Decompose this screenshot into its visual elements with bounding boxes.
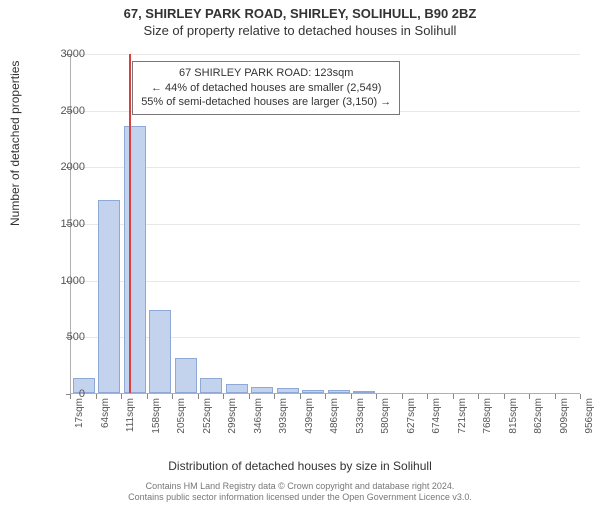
chart-title-main: 67, SHIRLEY PARK ROAD, SHIRLEY, SOLIHULL… bbox=[0, 6, 600, 21]
xtick-mark bbox=[96, 394, 97, 399]
grid-line bbox=[71, 167, 580, 168]
histogram-bar bbox=[277, 388, 299, 393]
xtick-label: 862sqm bbox=[533, 398, 544, 434]
histogram-bar bbox=[251, 387, 273, 393]
plot-area: 67 SHIRLEY PARK ROAD: 123sqm← 44% of det… bbox=[70, 54, 580, 394]
ytick-label: 2000 bbox=[45, 161, 85, 173]
annotation-line: 55% of semi-detached houses are larger (… bbox=[141, 95, 391, 110]
ytick-label: 3000 bbox=[45, 48, 85, 60]
xtick-label: 956sqm bbox=[584, 398, 595, 434]
xtick-label: 486sqm bbox=[329, 398, 340, 434]
footnote-line: Contains public sector information licen… bbox=[20, 492, 580, 503]
xtick-label: 64sqm bbox=[100, 398, 111, 428]
grid-line bbox=[71, 224, 580, 225]
xtick-mark bbox=[223, 394, 224, 399]
histogram-bar bbox=[149, 310, 171, 393]
xtick-label: 627sqm bbox=[406, 398, 417, 434]
xtick-label: 393sqm bbox=[278, 398, 289, 434]
grid-line bbox=[71, 281, 580, 282]
xtick-label: 721sqm bbox=[457, 398, 468, 434]
chart-title-sub: Size of property relative to detached ho… bbox=[0, 23, 600, 38]
xtick-mark bbox=[198, 394, 199, 399]
xtick-label: 299sqm bbox=[227, 398, 238, 434]
xtick-label: 533sqm bbox=[355, 398, 366, 434]
histogram-bar bbox=[98, 200, 120, 393]
xtick-label: 205sqm bbox=[176, 398, 187, 434]
xtick-label: 346sqm bbox=[253, 398, 264, 434]
annotation-box: 67 SHIRLEY PARK ROAD: 123sqm← 44% of det… bbox=[132, 61, 400, 116]
histogram-bar bbox=[328, 390, 350, 393]
histogram-bar bbox=[200, 378, 222, 393]
xtick-label: 111sqm bbox=[125, 398, 136, 432]
ytick-label: 2500 bbox=[45, 105, 85, 117]
xtick-mark bbox=[427, 394, 428, 399]
annotation-line: ← 44% of detached houses are smaller (2,… bbox=[141, 81, 391, 96]
footnote-line: Contains HM Land Registry data © Crown c… bbox=[20, 481, 580, 492]
xtick-label: 768sqm bbox=[482, 398, 493, 434]
chart-container: 67, SHIRLEY PARK ROAD, SHIRLEY, SOLIHULL… bbox=[0, 6, 600, 506]
xtick-mark bbox=[249, 394, 250, 399]
xtick-mark bbox=[274, 394, 275, 399]
xtick-mark bbox=[478, 394, 479, 399]
xtick-mark bbox=[147, 394, 148, 399]
xtick-label: 158sqm bbox=[151, 398, 162, 434]
histogram-bar bbox=[353, 391, 375, 393]
xtick-mark bbox=[172, 394, 173, 399]
xtick-mark bbox=[376, 394, 377, 399]
xtick-label: 439sqm bbox=[304, 398, 315, 434]
ytick-label: 500 bbox=[45, 331, 85, 343]
xtick-label: 909sqm bbox=[559, 398, 570, 434]
ytick-label: 1500 bbox=[45, 218, 85, 230]
xtick-mark bbox=[351, 394, 352, 399]
xtick-mark bbox=[555, 394, 556, 399]
grid-line bbox=[71, 54, 580, 55]
histogram-bar bbox=[175, 358, 197, 393]
xtick-mark bbox=[325, 394, 326, 399]
y-axis-label: Number of detached properties bbox=[8, 61, 22, 226]
xtick-label: 252sqm bbox=[202, 398, 213, 434]
histogram-bar bbox=[302, 390, 324, 393]
chart-area: 67 SHIRLEY PARK ROAD: 123sqm← 44% of det… bbox=[70, 54, 580, 424]
x-axis-label: Distribution of detached houses by size … bbox=[0, 459, 600, 473]
grid-line bbox=[71, 337, 580, 338]
histogram-bar bbox=[124, 126, 146, 393]
property-marker-line bbox=[129, 54, 131, 393]
xtick-mark bbox=[504, 394, 505, 399]
xtick-mark bbox=[300, 394, 301, 399]
ytick-label: 0 bbox=[45, 388, 85, 400]
xtick-label: 674sqm bbox=[431, 398, 442, 434]
xtick-mark bbox=[121, 394, 122, 399]
xtick-mark bbox=[580, 394, 581, 399]
annotation-line: 67 SHIRLEY PARK ROAD: 123sqm bbox=[141, 66, 391, 81]
xtick-mark bbox=[453, 394, 454, 399]
xtick-label: 17sqm bbox=[74, 398, 85, 428]
xtick-mark bbox=[402, 394, 403, 399]
xtick-label: 580sqm bbox=[380, 398, 391, 434]
xtick-mark bbox=[529, 394, 530, 399]
histogram-bar bbox=[226, 384, 248, 393]
ytick-label: 1000 bbox=[45, 275, 85, 287]
xtick-label: 815sqm bbox=[508, 398, 519, 434]
